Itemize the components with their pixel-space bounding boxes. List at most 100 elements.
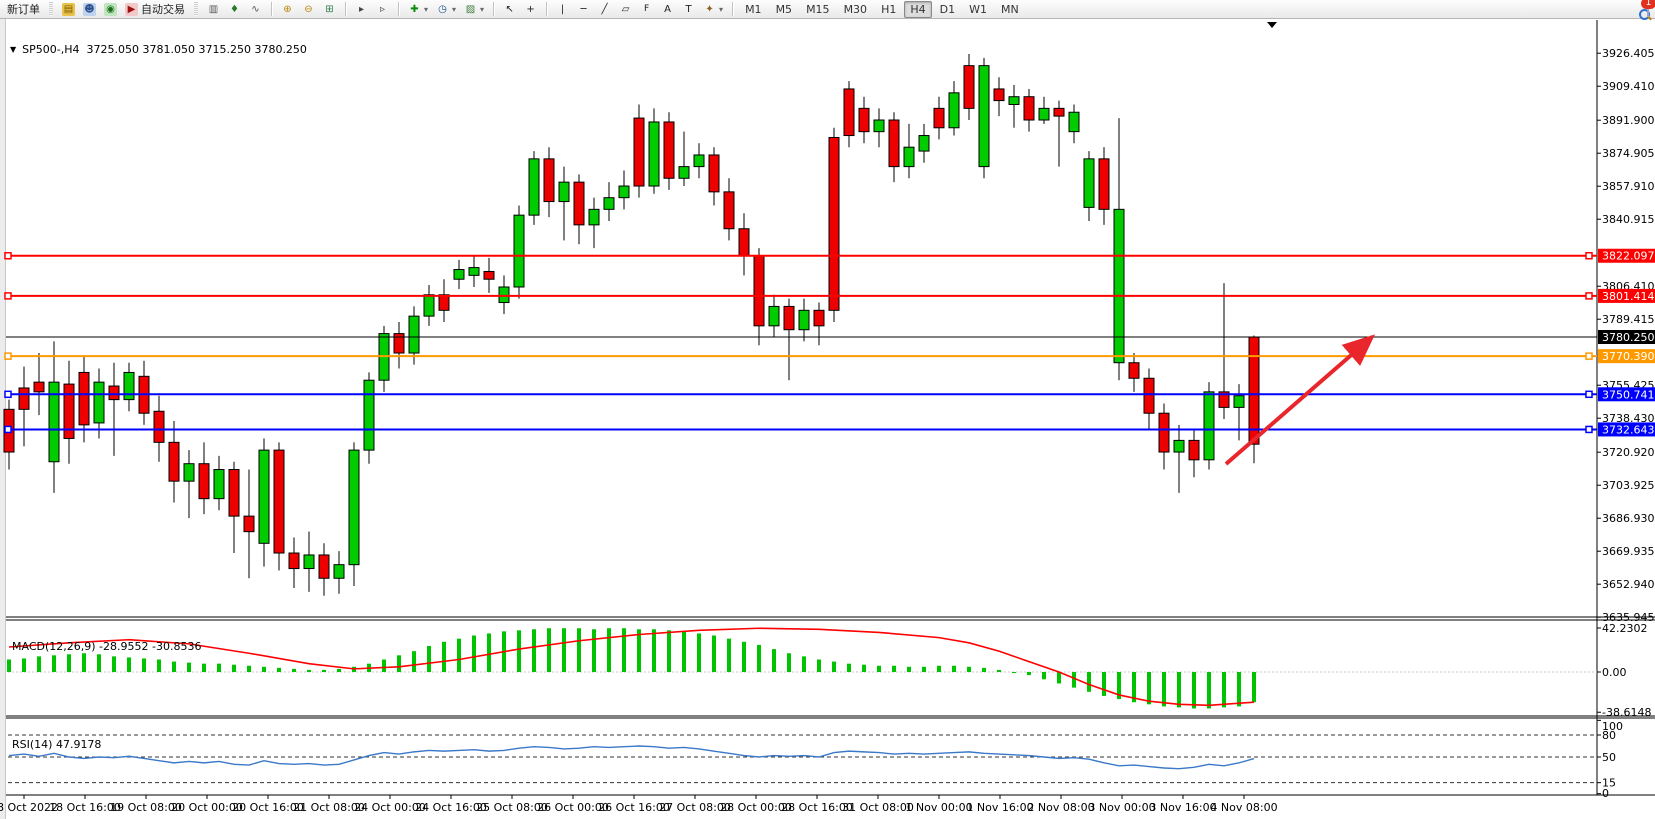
candlestick[interactable] xyxy=(708,147,720,206)
candlestick[interactable] xyxy=(918,123,930,163)
candlestick[interactable] xyxy=(93,368,105,439)
horizontal-line-3732.643[interactable]: 3732.643 xyxy=(4,422,1655,437)
tile-windows-button[interactable]: ⊞ xyxy=(319,2,340,17)
candlestick[interactable] xyxy=(168,420,180,503)
indicators-button[interactable]: ✚ ▾ xyxy=(404,2,432,17)
arrows-tool[interactable]: ✦ ▾ xyxy=(699,2,727,17)
label-tool[interactable]: T xyxy=(678,2,699,17)
accounts-button[interactable]: ☻ xyxy=(79,2,100,17)
candlestick[interactable] xyxy=(723,178,735,241)
horizontal-line-3801.414[interactable]: 3801.414 xyxy=(4,288,1655,303)
zoom-in-button[interactable]: ⊕ xyxy=(277,2,298,17)
candlestick[interactable] xyxy=(573,174,585,245)
candlestick[interactable] xyxy=(63,360,75,464)
candlestick[interactable] xyxy=(243,469,255,579)
timeframe-button-h1[interactable]: H1 xyxy=(881,2,897,16)
line-chart-button[interactable]: ∿ xyxy=(245,2,266,17)
line-handle[interactable] xyxy=(1585,251,1593,260)
candlestick[interactable] xyxy=(933,96,945,140)
line-handle[interactable] xyxy=(1585,390,1593,399)
candlestick[interactable] xyxy=(513,205,525,299)
candlestick[interactable] xyxy=(213,455,225,511)
candlestick[interactable] xyxy=(78,356,90,443)
candlestick[interactable] xyxy=(963,53,975,121)
periods-button[interactable]: ◷ ▾ xyxy=(432,2,460,17)
candlestick[interactable] xyxy=(888,112,900,183)
candlestick[interactable] xyxy=(18,366,30,447)
candlestick[interactable] xyxy=(558,166,570,241)
trendline-tool[interactable]: ╱ xyxy=(594,2,615,17)
candlestick[interactable] xyxy=(768,294,780,338)
line-handle[interactable] xyxy=(1585,352,1593,360)
horizontal-line-tool[interactable]: ─ xyxy=(573,2,594,17)
candlestick[interactable] xyxy=(903,123,915,179)
line-handle[interactable] xyxy=(4,352,12,360)
candlestick[interactable] xyxy=(288,537,300,588)
horizontal-line-3822.097[interactable]: 3822.097 xyxy=(4,248,1655,263)
candlestick[interactable] xyxy=(1113,118,1125,381)
chart-shift-button[interactable]: ▹ xyxy=(372,2,393,17)
candlestick[interactable] xyxy=(393,321,405,369)
text-tool[interactable]: A xyxy=(657,2,678,17)
vertical-line-tool[interactable]: | xyxy=(552,2,573,17)
candlestick[interactable] xyxy=(348,442,360,587)
crosshair-tool-button[interactable]: + xyxy=(520,2,541,17)
candlestick[interactable] xyxy=(828,127,840,322)
candlestick[interactable] xyxy=(498,275,510,315)
candlestick[interactable] xyxy=(783,298,795,381)
candlestick[interactable] xyxy=(1068,104,1080,144)
candlestick[interactable] xyxy=(48,341,60,493)
candlestick[interactable] xyxy=(738,213,750,276)
candlestick[interactable] xyxy=(798,298,810,342)
candlestick[interactable] xyxy=(423,285,435,326)
candlestick[interactable] xyxy=(1053,100,1065,167)
candlestick[interactable] xyxy=(183,450,195,519)
candlestick[interactable] xyxy=(1038,96,1050,124)
line-handle[interactable] xyxy=(4,425,12,434)
candlestick[interactable] xyxy=(1023,88,1035,132)
candlestick[interactable] xyxy=(483,257,495,293)
candlestick[interactable] xyxy=(663,112,675,190)
timeframe-button-d1[interactable]: D1 xyxy=(939,2,956,16)
auto-trading-button[interactable]: ▶ 自动交易 xyxy=(121,0,189,18)
candlestick[interactable] xyxy=(813,302,825,346)
candlestick[interactable] xyxy=(948,81,960,136)
horizontal-line-3750.741[interactable]: 3750.741 xyxy=(4,387,1655,402)
signals-button[interactable]: ◉ xyxy=(100,2,121,17)
candlestick[interactable] xyxy=(453,259,465,289)
chart-shift-marker[interactable] xyxy=(1267,22,1277,28)
candlestick[interactable] xyxy=(1143,368,1155,429)
candlestick[interactable] xyxy=(678,131,690,187)
line-handle[interactable] xyxy=(4,292,12,300)
templates-button[interactable]: ▨ ▾ xyxy=(460,2,488,17)
candlestick[interactable] xyxy=(333,551,345,594)
line-handle[interactable] xyxy=(4,390,12,399)
candlestick[interactable] xyxy=(843,81,855,148)
candlestick[interactable] xyxy=(363,372,375,464)
candlestick[interactable] xyxy=(528,151,540,225)
candlestick-button[interactable]: ♦ xyxy=(224,2,245,17)
candlestick[interactable] xyxy=(1158,403,1170,470)
candlestick[interactable] xyxy=(108,362,120,456)
candlestick[interactable] xyxy=(228,461,240,554)
candlestick[interactable] xyxy=(198,442,210,515)
timeframe-button-w1[interactable]: W1 xyxy=(969,2,987,16)
candlestick[interactable] xyxy=(603,182,615,221)
line-handle[interactable] xyxy=(4,251,12,260)
horizontal-line-3780.250[interactable]: 3780.250 xyxy=(6,330,1655,344)
candlestick[interactable] xyxy=(3,399,15,470)
candlestick[interactable] xyxy=(258,438,270,567)
timeframe-button-m5[interactable]: M5 xyxy=(775,2,793,16)
auto-scroll-button[interactable]: ▸ xyxy=(351,2,372,17)
candlestick[interactable] xyxy=(318,543,330,596)
one-click-trading-toggle[interactable]: ▼ xyxy=(10,45,17,54)
timeframe-button-m30[interactable]: M30 xyxy=(843,2,868,16)
candlestick[interactable] xyxy=(633,104,645,198)
line-handle[interactable] xyxy=(1585,425,1593,434)
candlestick[interactable] xyxy=(618,170,630,210)
channel-tool[interactable]: ▱ xyxy=(615,2,636,17)
candlestick[interactable] xyxy=(1203,382,1215,470)
line-handle[interactable] xyxy=(1585,292,1593,300)
cursor-tool-button[interactable]: ↖ xyxy=(499,2,520,17)
